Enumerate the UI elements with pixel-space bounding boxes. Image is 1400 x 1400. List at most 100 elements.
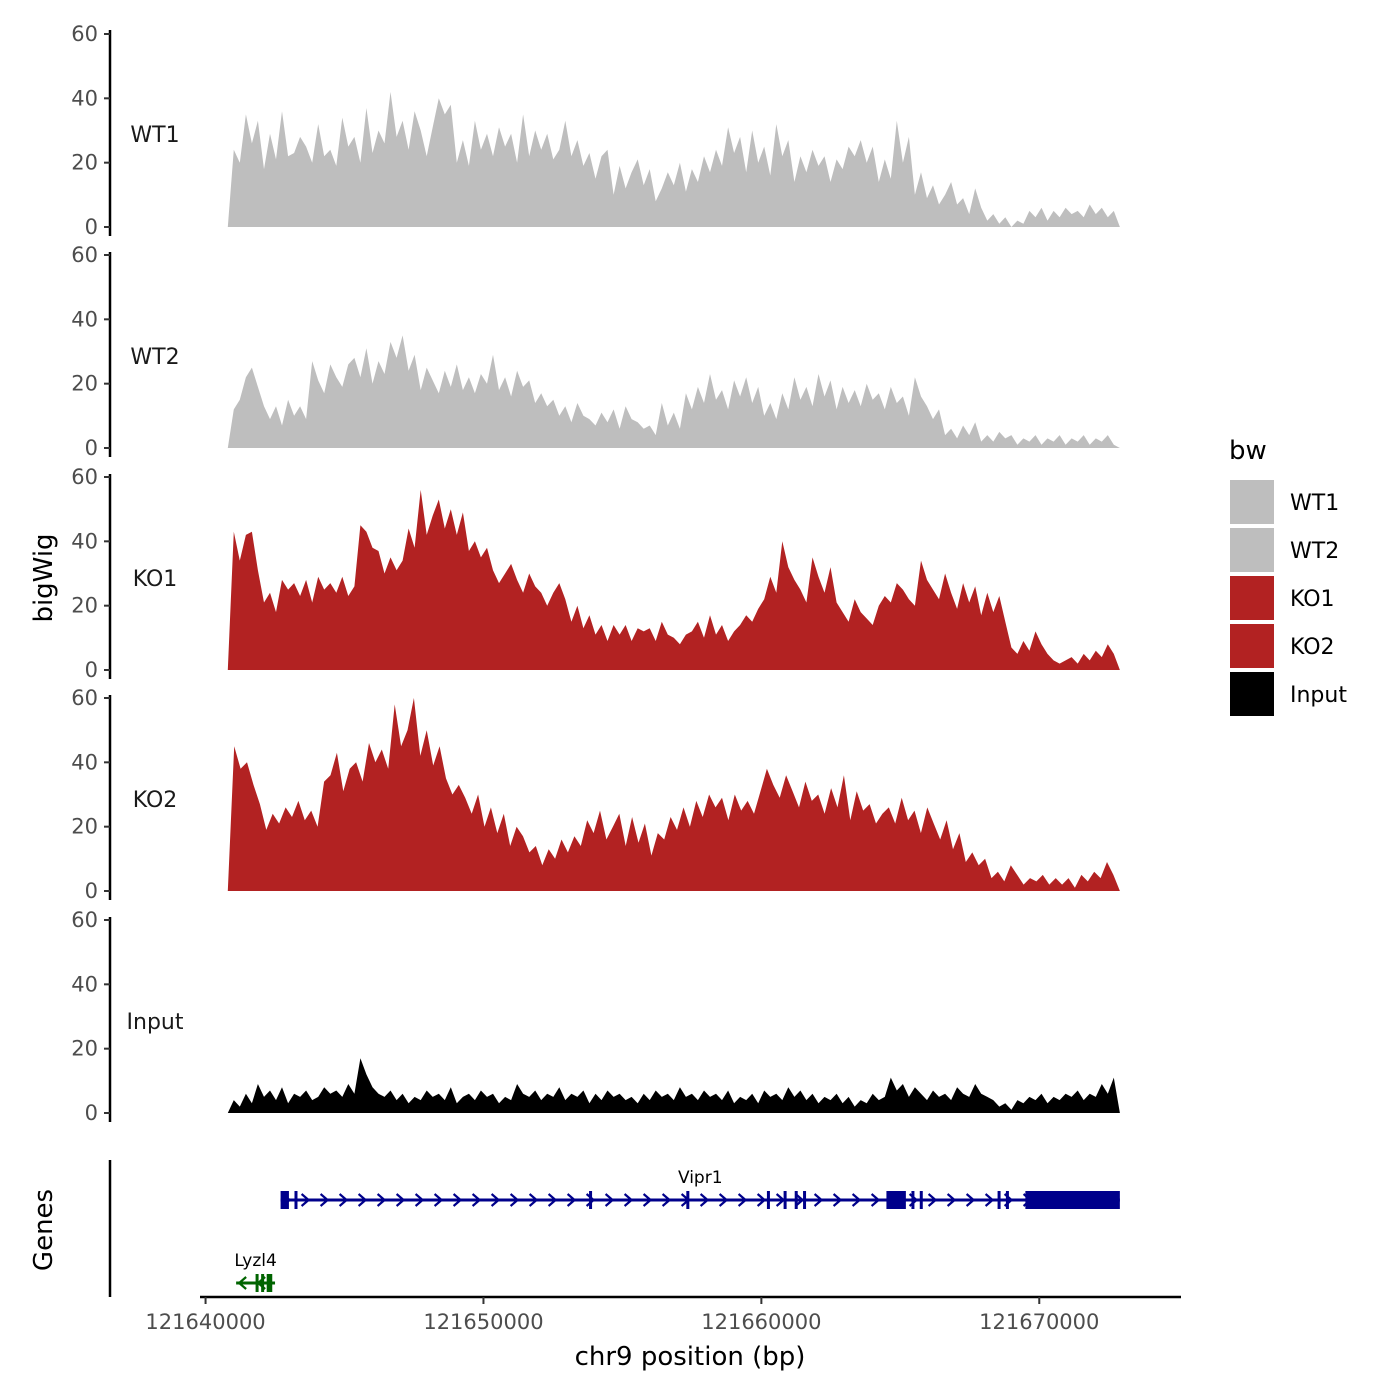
strand-arrow [775, 1193, 786, 1207]
y-tick-label: 20 [71, 1037, 98, 1061]
coverage-area-wt2 [227, 335, 1120, 448]
track-input: 0 20 40 60 Input [71, 908, 1120, 1125]
strand-arrow [870, 1193, 881, 1207]
gene-label: Lyzl4 [234, 1251, 276, 1271]
strand-arrow [433, 1193, 444, 1207]
y-tick-label: 20 [71, 151, 98, 175]
strand-arrow [452, 1193, 463, 1207]
y-tick-label: 40 [71, 750, 98, 774]
x-tick-label: 121670000 [979, 1310, 1099, 1334]
track-label: KO1 [133, 567, 178, 592]
strand-arrow [395, 1193, 406, 1207]
legend-swatch [1230, 672, 1274, 716]
gene-lyzl4: Lyzl4 [234, 1251, 277, 1292]
coverage-tracks: 0 20 40 60 WT1 0 20 40 60 WT2 0 20 40 60 KO1 0 20 40 60 KO2… [71, 22, 1120, 1125]
strand-arrow [623, 1193, 634, 1207]
strand-arrow [490, 1193, 501, 1207]
strand-arrow [699, 1193, 710, 1207]
y-tick-label: 0 [85, 658, 98, 682]
y-tick-label: 0 [85, 879, 98, 903]
gene-exon [261, 1274, 265, 1292]
strand-arrow [547, 1193, 558, 1207]
y-tick-label: 40 [71, 529, 98, 553]
y-tick-label: 60 [71, 908, 98, 932]
y-tick-label: 60 [71, 243, 98, 267]
track-label: WT1 [130, 123, 179, 148]
track-label: Input [127, 1010, 184, 1035]
gene-exon [280, 1191, 289, 1209]
legend-item-ko1: KO1 [1230, 576, 1335, 620]
strand-arrow [946, 1193, 957, 1207]
legend-label: Input [1290, 683, 1347, 708]
legend-item-input: Input [1230, 672, 1347, 716]
legend-swatch [1230, 480, 1274, 524]
x-axis: 121640000 121650000 121660000 121670000 [145, 1295, 1181, 1334]
legend-title: bw [1229, 436, 1267, 466]
y-tick-label: 40 [71, 86, 98, 110]
coverage-area-input [227, 1058, 1120, 1113]
strand-arrow [642, 1193, 653, 1207]
gene-exon [766, 1191, 770, 1209]
y-tick-label: 20 [71, 815, 98, 839]
legend-label: WT2 [1290, 539, 1339, 564]
y-tick-label: 20 [71, 594, 98, 618]
track-ko2: 0 20 40 60 KO2 [71, 686, 1120, 903]
legend-label: WT1 [1290, 491, 1339, 516]
strand-arrow [566, 1193, 577, 1207]
y-tick-label: 20 [71, 372, 98, 396]
strand-arrow [737, 1193, 748, 1207]
legend-label: KO1 [1290, 587, 1335, 612]
strand-arrow [832, 1193, 843, 1207]
y-tick-label: 0 [85, 215, 98, 239]
legend-label: KO2 [1290, 635, 1335, 660]
strand-arrow [237, 1276, 247, 1290]
legend-item-wt2: WT2 [1230, 528, 1339, 572]
y-tick-label: 60 [71, 22, 98, 46]
gene-exon [919, 1191, 923, 1209]
coverage-area-ko2 [227, 698, 1120, 891]
strand-arrow [414, 1193, 425, 1207]
legend-swatch [1230, 624, 1274, 668]
gene-exon [803, 1191, 807, 1209]
strand-arrow [376, 1193, 387, 1207]
y-tick-label: 40 [71, 972, 98, 996]
gene-vipr1: Vipr1 [280, 1168, 1120, 1209]
x-tick-label: 121660000 [701, 1310, 821, 1334]
y-tick-label: 0 [85, 436, 98, 460]
strand-arrow [661, 1193, 672, 1207]
strand-arrow [813, 1193, 824, 1207]
gene-exon [783, 1191, 787, 1209]
legend-swatch [1230, 576, 1274, 620]
strand-arrow [927, 1193, 938, 1207]
y-tick-label: 0 [85, 1101, 98, 1125]
gene-exon [686, 1191, 690, 1209]
gene-exon [255, 1274, 259, 1292]
y-tick-label: 60 [71, 686, 98, 710]
gene-exon [589, 1191, 593, 1209]
strand-arrow [585, 1193, 596, 1207]
track-ko1: 0 20 40 60 KO1 [71, 465, 1120, 682]
strand-arrow [965, 1193, 976, 1207]
gene-exon [1025, 1191, 1120, 1209]
strand-arrow [471, 1193, 482, 1207]
strand-arrow [604, 1193, 615, 1207]
coverage-area-ko1 [227, 489, 1120, 670]
y-tick-label: 60 [71, 465, 98, 489]
gene-exon [794, 1191, 798, 1209]
y-axis-title: bigWig [29, 533, 59, 622]
track-wt2: 0 20 40 60 WT2 [71, 243, 1120, 460]
gene-exon [886, 1191, 906, 1209]
gene-exon [1005, 1191, 1009, 1209]
x-axis-title: chr9 position (bp) [575, 1342, 806, 1372]
x-tick-label: 121640000 [145, 1310, 265, 1334]
gene-exon [266, 1274, 273, 1292]
legend-item-wt1: WT1 [1230, 480, 1339, 524]
legend-swatch [1230, 528, 1274, 572]
genes-axis-title: Genes [29, 1189, 59, 1271]
gene-exon [294, 1191, 298, 1209]
legend: bw WT1 WT2 KO1 KO2 Input [1229, 436, 1347, 716]
strand-arrow [509, 1193, 520, 1207]
gene-exon [997, 1191, 1001, 1209]
coverage-area-wt1 [227, 91, 1120, 228]
